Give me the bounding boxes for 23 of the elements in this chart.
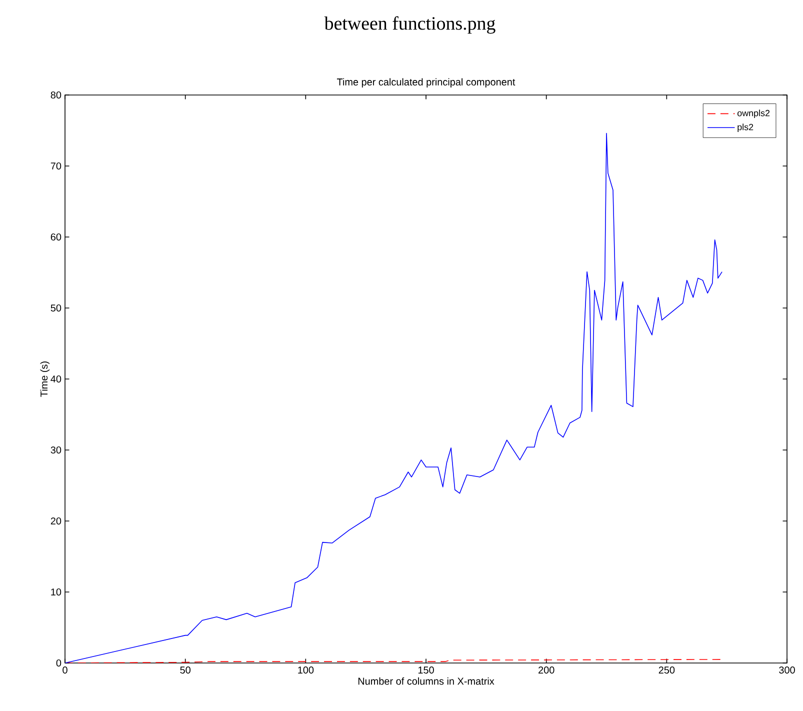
y-tick-label: 30 <box>50 446 62 454</box>
x-axis-title: Number of columns in X-matrix <box>358 677 494 685</box>
y-tick-label: 60 <box>50 233 62 241</box>
y-tick-label: 20 <box>50 517 62 525</box>
x-tick-label: 300 <box>779 666 795 674</box>
x-tick-label: 150 <box>418 666 434 674</box>
x-tick-label: 0 <box>62 666 68 674</box>
legend-label: ownpls2 <box>737 110 770 118</box>
line-series <box>65 132 722 663</box>
y-tick-label: 70 <box>50 162 62 170</box>
y-tick-label: 0 <box>56 659 62 667</box>
x-tick-label: 100 <box>298 666 314 674</box>
y-tick-label: 50 <box>50 304 62 312</box>
chart-subtitle: Time per calculated principal component <box>336 78 516 88</box>
chart-title: between functions.png <box>324 16 496 34</box>
y-axis-title: Time (s) <box>40 362 50 397</box>
y-tick-label: 40 <box>50 375 62 383</box>
y-tick-label: 10 <box>51 588 62 596</box>
y-tick-label: 80 <box>50 91 62 99</box>
x-tick-label: 50 <box>180 666 190 674</box>
x-tick-label: 250 <box>658 666 675 674</box>
x-tick-label: 200 <box>538 666 554 674</box>
legend-label: pls2 <box>738 124 754 132</box>
